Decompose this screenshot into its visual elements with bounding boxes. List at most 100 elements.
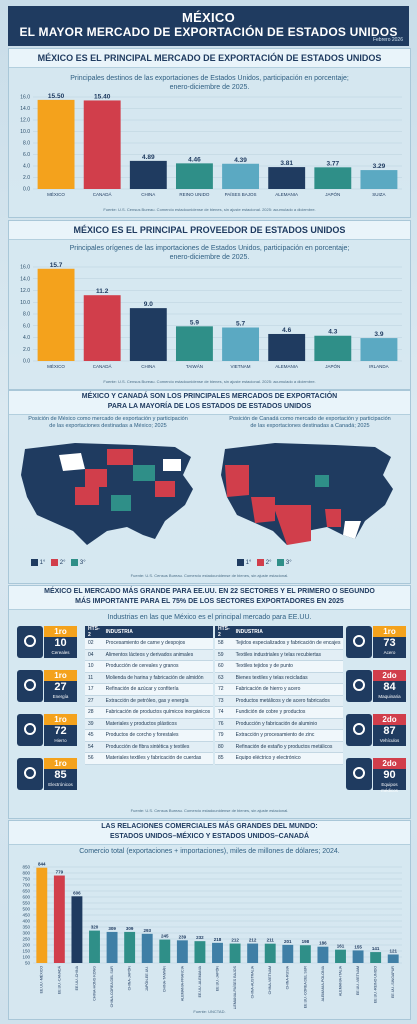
canada-map-caption-1: Posición de Canadá como mercado de expor… <box>229 416 391 422</box>
trade-title-line2: ESTADOS UNIDOS–MÉXICO Y ESTADOS UNIDOS–C… <box>109 833 309 840</box>
category-label: ALEMANIA-POLONIA <box>321 965 325 1001</box>
category-label: EE.UU.-CANADÁ <box>57 965 61 994</box>
sector-code: 87 <box>383 725 396 737</box>
y-tick-label: 350 <box>22 925 30 930</box>
y-tick-label: 16.0 <box>20 95 30 101</box>
industries-table-right: HTS-2 INDUSTRIA 58 Tejidos especializados… <box>215 626 344 765</box>
y-tick-label: 300 <box>22 931 30 936</box>
trade-panel-title: LAS RELACIONES COMERCIALES MÁS GRANDES D… <box>9 821 410 845</box>
bar-3 <box>129 160 167 189</box>
data-label: 198 <box>302 939 310 944</box>
industry-name: Textiles tejidos y de punto <box>232 660 344 673</box>
industry-name: Materiales y productos plásticos <box>102 718 214 730</box>
data-label: 4.6 <box>282 327 291 334</box>
category-label: CHINA-TAIWÁN <box>163 966 167 992</box>
mexico-position-map <box>21 443 193 545</box>
col-hts-right: HTS-2 <box>215 626 233 638</box>
y-tick-label: 12.0 <box>20 118 30 124</box>
bar-3 <box>129 308 167 361</box>
sectors-source: Fuente: U.S. Census Bureau. Comercio est… <box>130 808 289 813</box>
sector-code: 84 <box>383 681 396 693</box>
sector-card: 2do 90 Equipos médicos <box>346 758 406 793</box>
trade-source: Fuente: UNCTAD. <box>193 1009 226 1014</box>
y-tick-label: 50 <box>25 961 31 966</box>
canada-map-caption-2: de las exportaciones destinadas a Canadá… <box>250 423 370 429</box>
legend-third-label: 3° <box>79 560 86 567</box>
hts-code: 56 <box>85 752 103 765</box>
y-tick-label: 8.0 <box>23 141 30 147</box>
iron-icon <box>17 714 43 746</box>
sectors-panel-title: MÉXICO EL MERCADO MÁS GRANDE PARA EE.UU.… <box>9 586 410 610</box>
sector-value: 87 Vehículos <box>373 725 406 746</box>
hts-code: 04 <box>85 649 103 661</box>
sector-value: 10 Cereales <box>44 637 77 658</box>
sector-value: 85 Electrónicos <box>44 769 77 790</box>
table-row: 85 Equipo eléctrico y electrónico <box>215 752 344 765</box>
y-tick-label: 14.0 <box>20 106 30 112</box>
data-label: 201 <box>284 939 292 944</box>
maps-panel-title: MÉXICO Y CANADÁ SON LOS PRINCIPALES MERC… <box>9 391 410 415</box>
category-label: JAPÓN <box>325 191 340 197</box>
table-row: 02 Procesamiento de carne y despojos <box>85 638 214 650</box>
energy-icon <box>17 670 43 702</box>
bar-7 <box>314 335 352 361</box>
maps-source: Fuente: U.S. Census Bureau. Comercio est… <box>130 573 289 578</box>
bar-1 <box>36 867 48 963</box>
category-label: PAÍSES BAJOS <box>225 191 257 197</box>
bar-8 <box>159 939 171 963</box>
data-label: 218 <box>214 937 222 942</box>
category-label: CHINA <box>141 192 155 197</box>
data-label: 212 <box>231 938 239 943</box>
y-tick-label: 12.0 <box>20 288 30 294</box>
y-tick-label: 750 <box>22 877 30 882</box>
y-tick-label: 500 <box>22 907 30 912</box>
data-label: 186 <box>319 941 327 946</box>
legend-right-swatch-second <box>257 559 265 566</box>
category-label: EE.UU.-JAPÓN <box>214 966 219 992</box>
bar-1 <box>37 99 75 189</box>
data-label: 155 <box>354 944 362 949</box>
maps-legend: 1° 2° 3° <box>31 559 86 566</box>
category-label: CHINA-COREA DEL SUR <box>110 966 114 1008</box>
sector-code: 90 <box>383 769 396 781</box>
table-row: 60 Textiles tejidos y de punto <box>215 660 344 673</box>
data-label: 5.9 <box>190 319 199 326</box>
bar-10 <box>194 941 206 963</box>
trade-bar-chart: 5010015020025030035040045050055060065070… <box>22 862 402 1009</box>
industries-table-left: HTS-2 INDUSTRIA 02 Procesamiento de carne… <box>85 626 214 765</box>
sector-label: Energía <box>52 694 69 699</box>
data-label: 4.3 <box>328 329 337 336</box>
table-row: 45 Productos de corcho y forestales <box>85 729 214 742</box>
y-tick-label: 600 <box>22 895 30 900</box>
rank-badge: 1ro <box>373 626 406 637</box>
data-label: 245 <box>161 934 169 939</box>
table-row: 56 Materiales textiles y fabricación de c… <box>85 752 214 765</box>
bar-8 <box>360 338 398 361</box>
sector-value: 27 Energía <box>44 681 77 702</box>
y-tick-label: 14.0 <box>20 276 30 282</box>
hts-code: 11 <box>85 672 103 684</box>
imports-panel: MÉXICO ES EL PRINCIPAL PROVEEDOR DE ESTA… <box>8 220 411 390</box>
data-label: 3.77 <box>326 160 339 167</box>
hts-code: 17 <box>85 683 103 696</box>
rank-badge: 2do <box>373 758 406 769</box>
data-label: 9.0 <box>144 301 153 308</box>
bar-5 <box>106 931 118 963</box>
imports-subtitle-2: enero-diciembre de 2025. <box>169 254 250 261</box>
bar-6 <box>268 167 306 189</box>
sector-code: 72 <box>54 725 67 737</box>
canada-position-map <box>221 443 393 545</box>
trade-panel: LAS RELACIONES COMERCIALES MÁS GRANDES D… <box>8 820 411 1020</box>
sector-label: Acero <box>383 650 396 655</box>
y-tick-label: 700 <box>22 883 30 888</box>
imports-bar-chart: 0.0 2.0 4.0 6.0 8.0 10.0 12.0 14.0 16.0 15.7 MÉXIC… <box>20 262 402 369</box>
legend-right-second-label: 2° <box>265 560 272 567</box>
data-label: 239 <box>179 934 187 939</box>
wheat-icon <box>17 626 43 658</box>
table-row: 04 Alimentos lácteos y derivados animales <box>85 649 214 661</box>
table-row: 11 Molienda de harina y fabricación de al… <box>85 672 214 684</box>
y-tick-label: 100 <box>22 955 30 960</box>
legend-right-third-label: 3° <box>285 560 292 567</box>
sector-value: 90 Equipos médicos <box>373 769 406 793</box>
legend-right-swatch-third <box>277 559 285 566</box>
